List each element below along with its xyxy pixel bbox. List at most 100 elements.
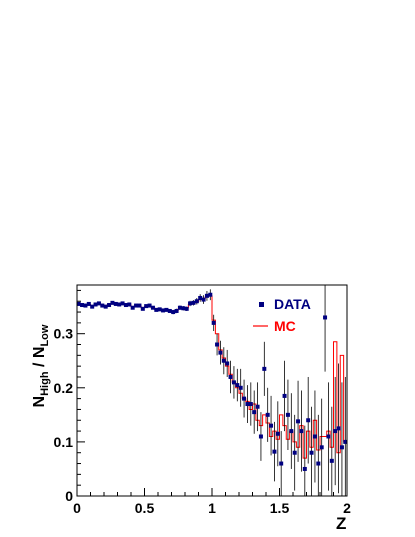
data-point [208,292,213,297]
data-point [181,306,186,311]
data-point [221,358,226,363]
axis-ticks: 0 0.5 1 1.5 2 0 0.1 0.2 0.3 [54,289,351,516]
data-point [269,423,274,428]
data-point [83,303,88,308]
y-axis-title-main: N [31,396,48,408]
data-point [154,307,159,312]
data-point [279,461,284,466]
data-point [225,361,230,366]
data-point [110,300,115,305]
legend-data-marker [259,302,264,307]
data-point [319,445,324,450]
data-point [120,301,125,306]
data-point [76,301,81,306]
data-point [86,301,91,306]
y-tick-label: 0.1 [54,434,74,450]
data-point [211,320,216,325]
data-point [140,306,145,311]
data-point [262,366,267,371]
data-point [107,303,112,308]
data-point [316,461,321,466]
data-point [134,303,139,308]
data-point [228,374,233,379]
y-tick-label: 0 [65,488,73,504]
data-point [302,466,307,471]
data-point [184,306,189,311]
y-axis-title-sub-low: Low [39,324,51,346]
data-point [255,404,260,409]
mc-series [77,295,347,459]
data-point [130,305,135,310]
data-point [309,450,314,455]
x-tick-label: 0.5 [135,500,155,516]
data-point [177,305,182,310]
data-point [265,412,270,417]
data-point [96,301,101,306]
data-point [248,402,253,407]
data-point [312,434,317,439]
legend: DATA MC [253,296,311,334]
x-tick-label: 1.5 [270,500,290,516]
data-point [218,350,223,355]
data-point [144,304,149,309]
data-point [285,412,290,417]
x-tick-label: 1 [208,500,216,516]
data-point [323,315,328,320]
data-point [245,402,250,407]
data-point [90,304,95,309]
data-point [242,396,247,401]
data-point [201,297,206,302]
data-point [188,301,193,306]
mc-step-line [77,295,347,459]
legend-mc-label: MC [274,318,296,334]
data-point [282,393,287,398]
data-point [343,439,348,444]
data-point [235,383,240,388]
data-point [326,434,331,439]
data-point [336,426,341,431]
data-point [252,410,257,415]
data-point [147,303,152,308]
data-point [306,418,311,423]
y-tick-label: 0.3 [54,326,74,342]
data-point [123,303,128,308]
data-point [117,302,122,307]
svg-text:NHigh / NLow: NHigh / NLow [31,324,51,407]
data-point [339,445,344,450]
data-point [238,385,243,390]
y-tick-label: 0.2 [54,380,74,396]
data-point [289,429,294,434]
y-axis-title-sub-high: High [39,371,51,396]
data-point [167,308,172,313]
data-point [258,434,263,439]
data-point [329,458,334,463]
data-point [333,429,338,434]
data-point [204,293,209,298]
data-point [299,429,304,434]
data-series [76,285,348,496]
y-axis-title-divider: / N [31,347,48,372]
data-point [174,308,179,313]
x-axis-title: Z [336,514,346,533]
data-point [272,449,277,454]
data-point [275,431,280,436]
data-point [191,300,196,305]
data-point [231,380,236,385]
data-point [100,303,105,308]
y-axis-title: NHigh / NLow [31,324,51,407]
data-point [198,295,203,300]
data-point [292,450,297,455]
data-point [103,304,108,309]
data-point [194,299,199,304]
x-tick-label: 2 [343,500,351,516]
data-point [171,310,176,315]
x-tick-label: 0 [73,500,81,516]
data-point [296,419,301,424]
data-point [80,303,85,308]
data-point [127,302,132,307]
data-point [150,305,155,310]
data-point [161,308,166,313]
data-point [137,303,142,308]
data-point [164,307,169,312]
